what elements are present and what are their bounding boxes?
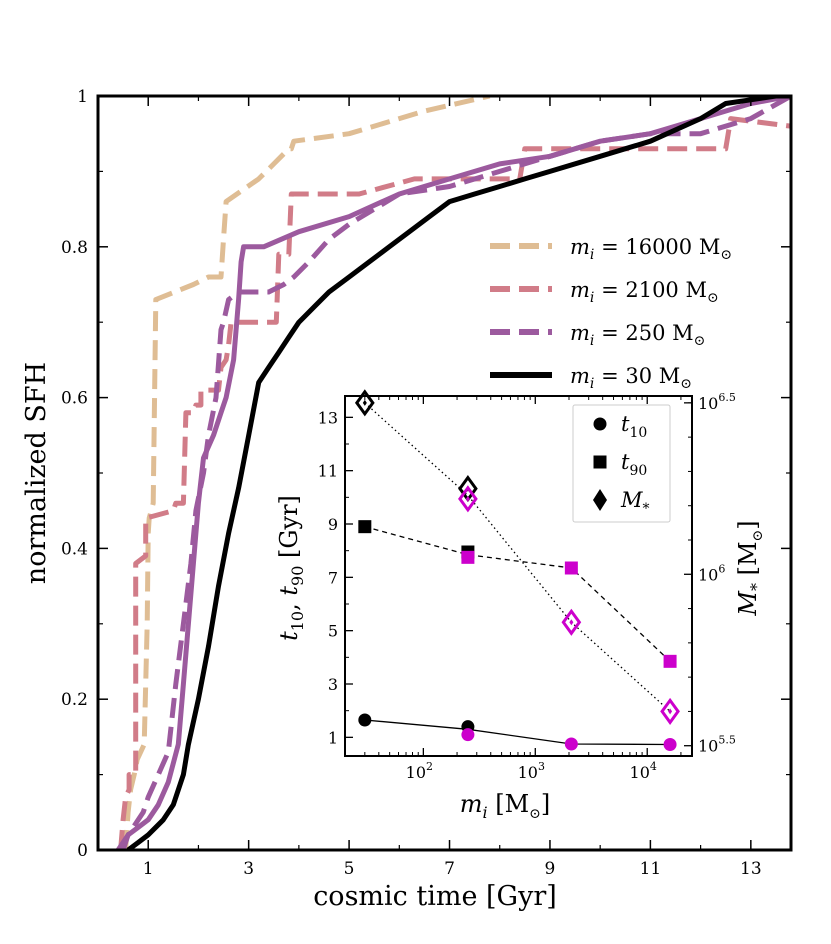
inset-right-ylabel-sub: *	[747, 583, 766, 591]
inset-y-tick-label-1: 3	[328, 675, 338, 694]
t10-line	[364, 719, 671, 746]
magenta-t10-point-1	[564, 737, 578, 751]
inset-markers-group	[354, 389, 680, 752]
magenta-mstar-point-1-core	[569, 619, 574, 626]
black-mstar-point-0	[354, 389, 375, 417]
x-tick-label-6: 13	[740, 859, 762, 879]
inset-y-tick-label-4: 9	[328, 515, 338, 534]
inset-right-ylabel-close: ]	[734, 520, 762, 529]
black-t90-point-0	[358, 520, 372, 534]
inset-right-y-axis-label: M* [M⊙]	[734, 520, 766, 616]
y-tick-label-3: 0.6	[61, 389, 88, 409]
magenta-t90-point-1	[564, 561, 578, 575]
main-y-axis-label: normalized SFH	[21, 362, 52, 584]
x-tick-label-3: 7	[444, 859, 455, 879]
magenta-mstar-point-2-core	[668, 708, 673, 715]
x-tick-label-0: 1	[143, 859, 154, 879]
inset-right-ylabel-var: M	[734, 590, 762, 617]
inset-right-ylabel-unit: [M	[734, 541, 762, 583]
inset-x-tick-label-0: 102	[406, 760, 433, 782]
legend-label-0: mi = 16000 M⊙	[570, 235, 732, 263]
inset-left-y-axis-label: t10, t90 [Gyr]	[275, 495, 307, 641]
y-tick-label-2: 0.4	[61, 539, 88, 559]
inset-plot-frame	[344, 395, 693, 757]
inset-xlabel-sub: i	[482, 803, 487, 822]
y-tick-label-4: 0.8	[61, 238, 88, 258]
sfh-line-4	[126, 96, 791, 850]
magenta-t90-point-0	[461, 550, 475, 564]
inset-y-tick-label-6: 13	[318, 408, 338, 427]
magenta-mstar-point-2	[660, 697, 680, 725]
inset-xlabel-unit: [M	[488, 790, 530, 818]
sfh-line-3	[120, 96, 791, 850]
sfh-line-1	[118, 116, 791, 850]
inset-x-axis-label: mi [M⊙]	[460, 790, 551, 822]
inset-legend-square	[593, 455, 607, 469]
inset-xlabel-close: ]	[541, 790, 550, 818]
magenta-t10-point-0	[461, 728, 475, 742]
inset-legend-label-1: t90	[621, 450, 647, 479]
x-tick-label-4: 9	[545, 859, 556, 879]
x-tick-label-2: 5	[344, 859, 355, 879]
inset-right-tick-label-2: 105.5	[698, 734, 736, 756]
inset-right-tick-label-1: 106	[698, 562, 725, 584]
magenta-t10-point-2	[663, 738, 677, 752]
inset-lines-group	[364, 402, 671, 746]
inset-left-ylabel-text: t10, t90 [Gyr]	[275, 495, 307, 641]
legend-label-1: mi = 2100 M⊙	[570, 278, 719, 306]
black-t10-point-0	[358, 713, 372, 727]
y-tick-label-5: 1	[77, 87, 88, 107]
y-tick-label-0: 0	[77, 841, 88, 861]
inset-y-tick-label-2: 5	[328, 622, 338, 641]
inset-legend-box	[572, 404, 671, 523]
x-tick-label-5: 11	[640, 859, 662, 879]
inset-right-tick-label-0: 106.5	[698, 391, 736, 413]
inset-legend-diamond	[593, 489, 607, 511]
magenta-mstar-point-0	[458, 485, 478, 513]
t90-line	[364, 526, 671, 662]
inset-legend-label-2: M*	[620, 488, 650, 517]
inset-xlabel-var: m	[460, 790, 483, 818]
inset-legend-label-0: t10	[621, 412, 647, 441]
magenta-mstar-point-1	[561, 608, 582, 636]
main-plot-frame	[96, 94, 793, 852]
inset-legend-circle	[593, 417, 607, 431]
inset-legend: t10 t90 M*	[572, 404, 671, 523]
main-x-axis-label: cosmic time [Gyr]	[313, 881, 557, 912]
inset-xlabel-sun: ⊙	[529, 806, 541, 822]
main-legend: mi = 16000 M⊙ mi = 2100 M⊙ mi = 250 M⊙ mi =…	[490, 235, 732, 392]
x-tick-label-1: 3	[243, 859, 254, 879]
inset-x-tick-label-2: 104	[630, 760, 657, 782]
magenta-t90-point-2	[663, 654, 677, 668]
magenta-mstar-point-0-core	[465, 495, 470, 502]
inset-y-tick-label-5: 11	[318, 462, 338, 481]
main-series-group	[116, 96, 791, 850]
inset-right-ylabel-sun: ⊙	[750, 530, 766, 542]
legend-label-2: mi = 250 M⊙	[570, 321, 705, 349]
inset-y-tick-label-0: 1	[328, 728, 338, 747]
inset-y-tick-label-3: 7	[328, 568, 338, 587]
black-mstar-point-0-core	[362, 399, 367, 406]
legend-label-3: mi = 30 M⊙	[570, 364, 692, 392]
y-tick-label-1: 0.2	[61, 690, 88, 710]
inset-x-tick-label-1: 103	[518, 760, 545, 782]
